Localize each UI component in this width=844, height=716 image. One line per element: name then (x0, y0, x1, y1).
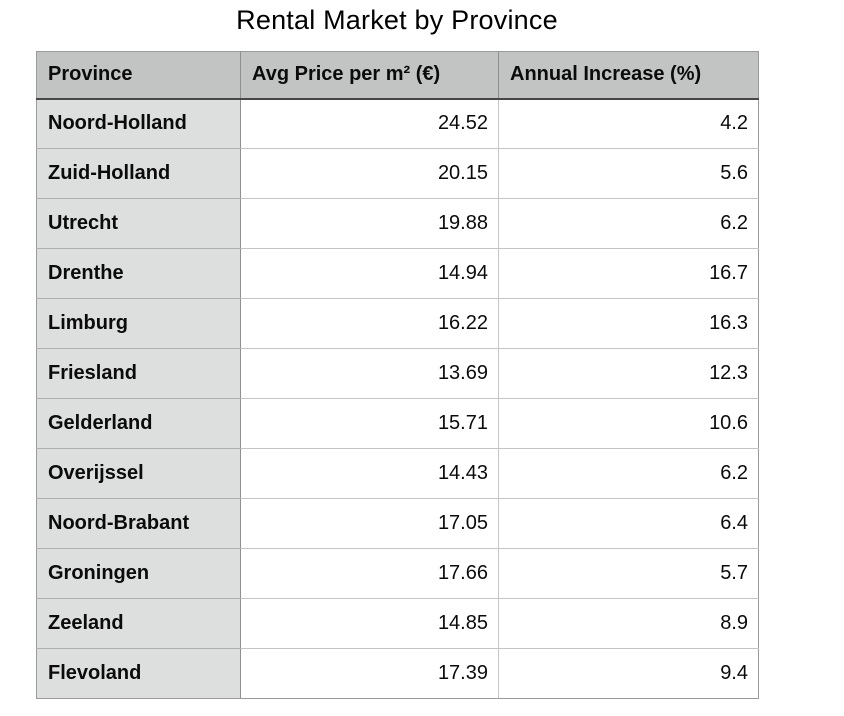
province-cell: Zuid-Holland (36, 148, 241, 199)
price-cell: 17.05 (240, 498, 499, 549)
price-cell: 20.15 (240, 148, 499, 199)
table-row: Zeeland 14.85 8.9 (36, 598, 759, 649)
price-cell: 17.39 (240, 648, 499, 699)
province-cell: Noord-Holland (36, 98, 241, 149)
column-header-avg-price: Avg Price per m² (€) (240, 51, 499, 100)
increase-cell: 6.2 (498, 448, 759, 499)
increase-cell: 6.2 (498, 198, 759, 249)
province-cell: Utrecht (36, 198, 241, 249)
page-title: Rental Market by Province (236, 5, 558, 35)
price-cell: 14.43 (240, 448, 499, 499)
increase-cell: 8.9 (498, 598, 759, 649)
province-cell: Groningen (36, 548, 241, 599)
column-header-annual-increase: Annual Increase (%) (498, 51, 759, 100)
province-cell: Friesland (36, 348, 241, 399)
province-cell: Gelderland (36, 398, 241, 449)
header-row: Province Avg Price per m² (€) Annual Inc… (36, 51, 759, 100)
price-cell: 16.22 (240, 298, 499, 349)
increase-cell: 5.6 (498, 148, 759, 199)
table-header: Province Avg Price per m² (€) Annual Inc… (36, 51, 759, 100)
increase-cell: 9.4 (498, 648, 759, 699)
rental-market-table: Province Avg Price per m² (€) Annual Inc… (36, 51, 759, 699)
table-row: Limburg 16.22 16.3 (36, 298, 759, 349)
province-cell: Flevoland (36, 648, 241, 699)
price-cell: 13.69 (240, 348, 499, 399)
table-row: Groningen 17.66 5.7 (36, 548, 759, 599)
price-cell: 14.94 (240, 248, 499, 299)
column-header-province: Province (36, 51, 241, 100)
province-cell: Noord-Brabant (36, 498, 241, 549)
table-row: Overijssel 14.43 6.2 (36, 448, 759, 499)
price-cell: 17.66 (240, 548, 499, 599)
table-row: Noord-Brabant 17.05 6.4 (36, 498, 759, 549)
table-row: Flevoland 17.39 9.4 (36, 648, 759, 699)
table-row: Utrecht 19.88 6.2 (36, 198, 759, 249)
table-row: Gelderland 15.71 10.6 (36, 398, 759, 449)
province-cell: Drenthe (36, 248, 241, 299)
province-cell: Overijssel (36, 448, 241, 499)
price-cell: 19.88 (240, 198, 499, 249)
table-row: Noord-Holland 24.52 4.2 (36, 98, 759, 149)
increase-cell: 6.4 (498, 498, 759, 549)
province-cell: Zeeland (36, 598, 241, 649)
table-body: Noord-Holland 24.52 4.2 Zuid-Holland 20.… (36, 98, 759, 699)
price-cell: 24.52 (240, 98, 499, 149)
table-row: Drenthe 14.94 16.7 (36, 248, 759, 299)
increase-cell: 10.6 (498, 398, 759, 449)
increase-cell: 4.2 (498, 98, 759, 149)
table-row: Friesland 13.69 12.3 (36, 348, 759, 399)
table-row: Zuid-Holland 20.15 5.6 (36, 148, 759, 199)
page-container: Rental Market by Province Province Avg P… (36, 0, 759, 699)
increase-cell: 5.7 (498, 548, 759, 599)
province-cell: Limburg (36, 298, 241, 349)
price-cell: 14.85 (240, 598, 499, 649)
increase-cell: 12.3 (498, 348, 759, 399)
increase-cell: 16.7 (498, 248, 759, 299)
increase-cell: 16.3 (498, 298, 759, 349)
price-cell: 15.71 (240, 398, 499, 449)
